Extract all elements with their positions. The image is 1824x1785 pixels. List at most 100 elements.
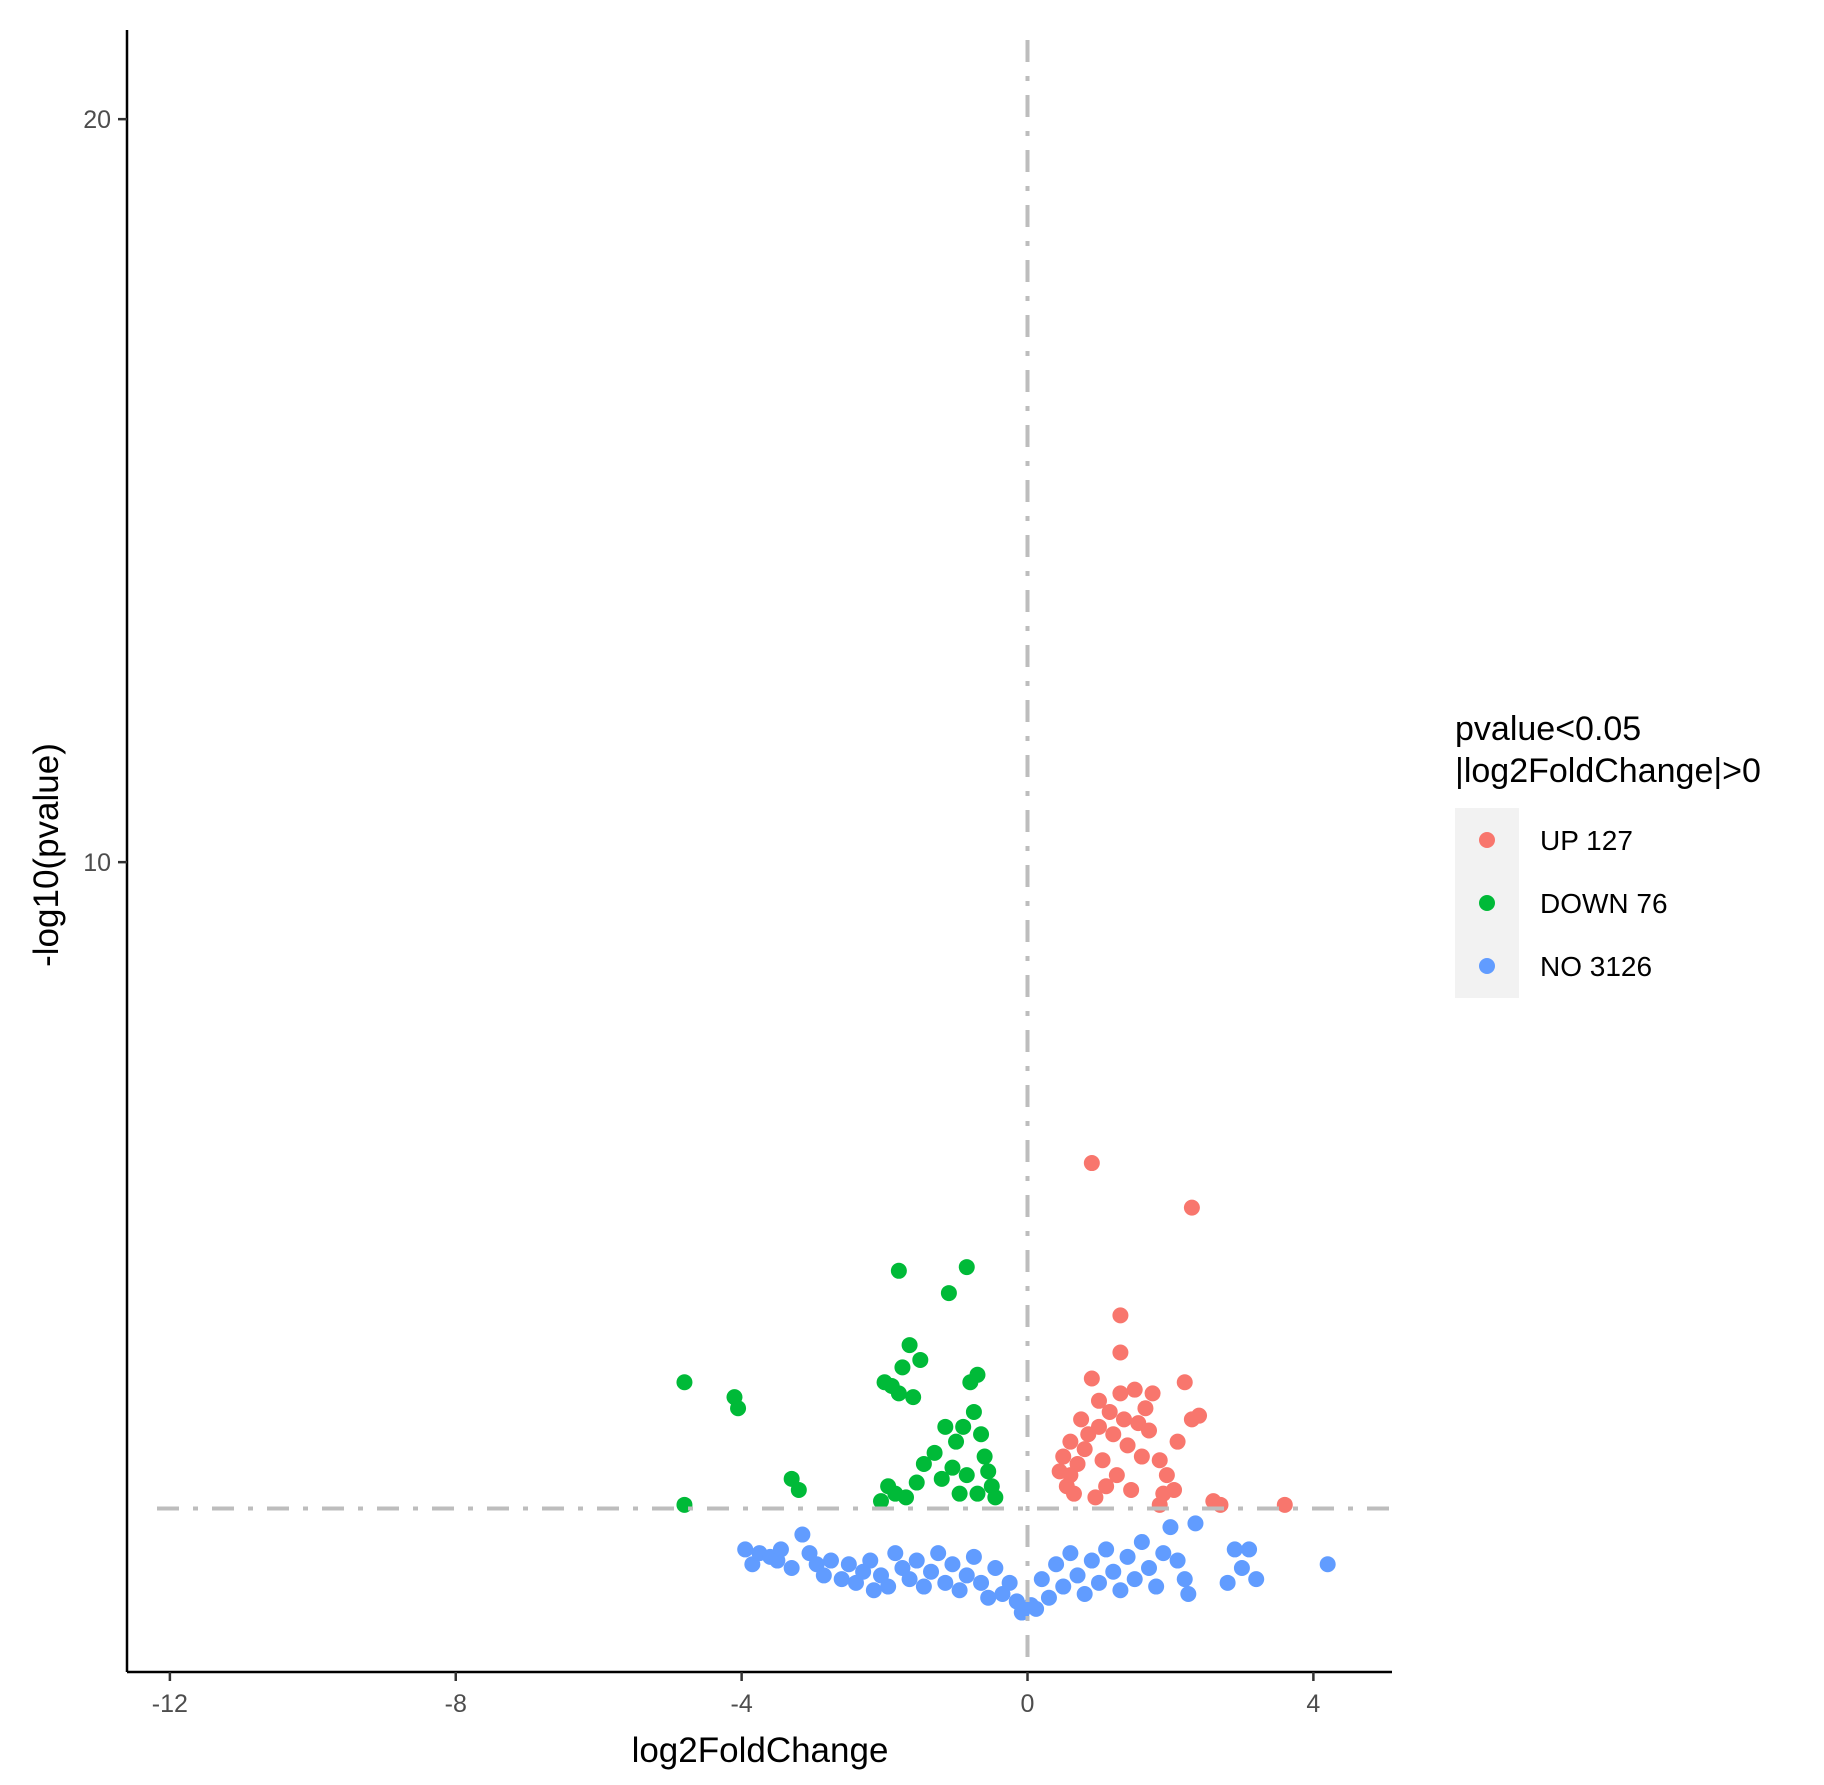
data-point-up: [1276, 1496, 1293, 1513]
data-point-no: [937, 1574, 954, 1591]
data-point-up: [1191, 1407, 1208, 1424]
y-tick-label: 20: [83, 106, 111, 134]
data-point-no: [737, 1541, 754, 1558]
y-axis-title: -log10(pvalue): [27, 743, 66, 967]
legend-label-down: DOWN 76: [1540, 888, 1668, 919]
data-point-down: [926, 1444, 943, 1461]
data-point-no: [1176, 1571, 1193, 1588]
data-point-up: [1169, 1433, 1186, 1450]
data-point-no: [1028, 1600, 1045, 1617]
series-up: [1051, 1155, 1293, 1513]
legend-key-down: [1479, 895, 1495, 911]
data-point-down: [894, 1359, 911, 1376]
data-point-no: [1033, 1571, 1050, 1588]
data-point-no: [1180, 1585, 1197, 1602]
data-point-no: [1226, 1541, 1243, 1558]
data-point-no: [908, 1552, 925, 1569]
data-point-up: [1076, 1441, 1093, 1458]
x-tick-label: 0: [1021, 1690, 1035, 1718]
data-point-up: [1123, 1481, 1140, 1498]
data-point-no: [794, 1526, 811, 1543]
data-point-no: [862, 1552, 879, 1569]
data-point-down: [937, 1418, 954, 1435]
data-point-no: [1126, 1571, 1143, 1588]
data-point-down: [965, 1403, 982, 1420]
data-point-down: [872, 1493, 889, 1510]
data-point-down: [987, 1489, 1004, 1506]
data-point-up: [1144, 1385, 1161, 1402]
data-point-no: [915, 1578, 932, 1595]
y-tick-label: 10: [83, 849, 111, 877]
data-point-down: [958, 1259, 975, 1276]
data-point-no: [880, 1578, 897, 1595]
data-point-no: [1248, 1571, 1265, 1588]
data-point-no: [1076, 1585, 1093, 1602]
legend-key-up: [1479, 832, 1495, 848]
data-point-no: [980, 1589, 997, 1606]
data-point-no: [1219, 1574, 1236, 1591]
data-point-up: [1087, 1489, 1104, 1506]
data-point-up: [1094, 1452, 1111, 1469]
data-point-no: [1069, 1567, 1086, 1584]
data-point-up: [1112, 1307, 1129, 1324]
data-point-no: [944, 1556, 961, 1573]
data-point-down: [912, 1351, 929, 1368]
data-point-down: [951, 1485, 968, 1502]
data-point-down: [901, 1337, 918, 1354]
data-point-up: [1126, 1381, 1143, 1398]
data-point-up: [1112, 1385, 1129, 1402]
data-point-up: [1115, 1411, 1132, 1428]
legend-label-no: NO 3126: [1540, 951, 1652, 982]
data-point-up: [1166, 1481, 1183, 1498]
data-point-up: [1112, 1344, 1129, 1361]
data-point-no: [1105, 1563, 1122, 1580]
data-point-down: [980, 1463, 997, 1480]
data-point-up: [1090, 1418, 1107, 1435]
data-point-up: [1090, 1392, 1107, 1409]
data-point-up: [1101, 1403, 1118, 1420]
data-point-up: [1158, 1467, 1175, 1484]
data-point-no: [772, 1541, 789, 1558]
series-down: [676, 1259, 1004, 1513]
data-point-no: [1090, 1574, 1107, 1591]
data-point-up: [1083, 1370, 1100, 1387]
data-point-down: [908, 1474, 925, 1491]
data-point-no: [1048, 1556, 1065, 1573]
data-point-no: [865, 1582, 882, 1599]
data-point-up: [1105, 1426, 1122, 1443]
series-no: [737, 1515, 1336, 1621]
data-point-down: [876, 1374, 893, 1391]
x-tick-label: -8: [445, 1690, 467, 1718]
data-point-up: [1055, 1448, 1072, 1465]
data-point-down: [969, 1485, 986, 1502]
data-point-no: [965, 1548, 982, 1565]
data-point-no: [783, 1559, 800, 1576]
legend-key-no: [1479, 958, 1495, 974]
data-point-up: [1065, 1485, 1082, 1502]
data-point-no: [1055, 1578, 1072, 1595]
legend: pvalue<0.05 |log2FoldChange|>0 UP 127 DO…: [1455, 710, 1761, 998]
data-point-down: [676, 1374, 693, 1391]
data-point-down: [915, 1455, 932, 1472]
data-point-no: [887, 1545, 904, 1562]
data-point-down: [890, 1262, 907, 1279]
data-point-no: [1119, 1548, 1136, 1565]
data-point-up: [1062, 1467, 1079, 1484]
data-point-up: [1141, 1422, 1158, 1439]
legend-title-line-2: |log2FoldChange|>0: [1455, 752, 1761, 790]
data-point-down: [969, 1366, 986, 1383]
data-point-no: [1162, 1519, 1179, 1536]
data-point-down: [905, 1389, 922, 1406]
data-point-up: [1083, 1155, 1100, 1172]
data-point-up: [1183, 1199, 1200, 1216]
data-point-no: [1001, 1574, 1018, 1591]
data-point-no: [958, 1567, 975, 1584]
data-point-no: [1155, 1545, 1172, 1562]
data-point-up: [1176, 1374, 1193, 1391]
data-point-down: [944, 1459, 961, 1476]
data-point-no: [1141, 1559, 1158, 1576]
data-point-no: [840, 1556, 857, 1573]
data-point-no: [1187, 1515, 1204, 1532]
data-point-down: [790, 1481, 807, 1498]
data-point-no: [1112, 1582, 1129, 1599]
